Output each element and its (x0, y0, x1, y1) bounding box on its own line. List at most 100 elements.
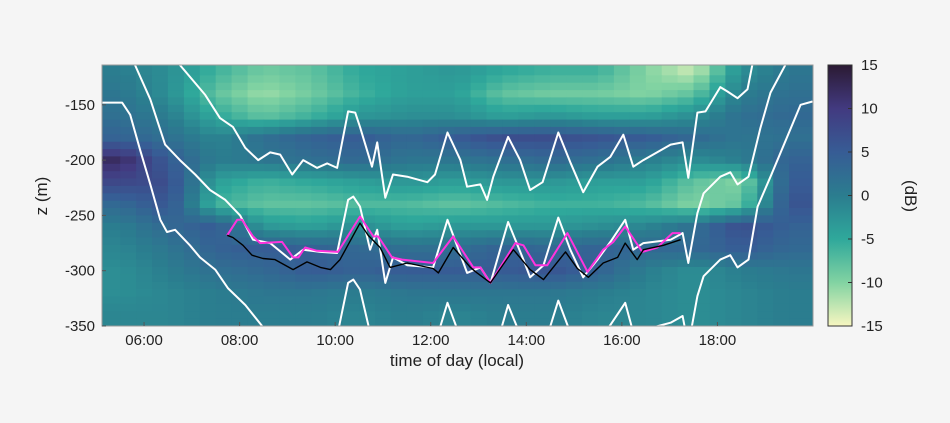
heatmap-cell (486, 296, 503, 305)
heatmap-cell (136, 134, 153, 143)
white-contour-line (179, 65, 754, 201)
heatmap-cell (72, 75, 89, 83)
heatmap-cell (661, 171, 679, 180)
heatmap-cell (518, 82, 535, 91)
heatmap-cell (422, 303, 440, 312)
heatmap-cell (582, 75, 599, 84)
heatmap-cell (741, 126, 758, 135)
heatmap-cell (120, 141, 137, 150)
heatmap-cell (454, 82, 472, 91)
heatmap-cell (343, 200, 360, 209)
heatmap-cell (152, 267, 169, 275)
heatmap-cell (805, 222, 813, 231)
heatmap-cell (502, 119, 519, 128)
heatmap-cell (120, 82, 137, 91)
heatmap-cell (72, 193, 89, 201)
heatmap-cell (263, 112, 280, 121)
heatmap-cell (502, 104, 519, 113)
heatmap-cell (167, 311, 185, 320)
heatmap-cell (693, 296, 710, 305)
heatmap-cell (279, 296, 296, 305)
heatmap-cell (773, 274, 790, 283)
heatmap-cell (104, 126, 121, 135)
heatmap-cell (102, 259, 105, 268)
heatmap-cell (725, 126, 742, 135)
heatmap-cell (757, 252, 774, 261)
heatmap-cell (741, 104, 758, 113)
heatmap-cell (661, 104, 679, 113)
heatmap-cell (661, 289, 679, 298)
heatmap-cell (789, 126, 806, 135)
heatmap-cell (231, 303, 249, 312)
heatmap-cell (247, 82, 265, 91)
heatmap-cell (518, 281, 535, 290)
heatmap-cell (486, 119, 503, 128)
black-line (226, 222, 681, 284)
heatmap-cell (518, 67, 535, 76)
heatmap-cell (693, 75, 710, 84)
heatmap-cell (136, 104, 153, 113)
heatmap-cell (102, 215, 105, 224)
heatmap-cell (183, 82, 201, 91)
heatmap-cell (152, 303, 169, 312)
heatmap-cell (327, 200, 344, 209)
heatmap-cell (789, 149, 806, 158)
heatmap-cell (279, 222, 296, 231)
heatmap-cell (406, 119, 424, 128)
heatmap-cell (359, 215, 376, 224)
heatmap-cell (486, 193, 503, 202)
heatmap-cell (677, 200, 695, 209)
heatmap-cell (152, 141, 169, 150)
heatmap-cell (311, 281, 328, 290)
heatmap-cell (518, 75, 535, 84)
heatmap-cell (613, 149, 631, 158)
heatmap-cell (438, 97, 456, 106)
heatmap-cell (693, 156, 710, 165)
heatmap-cell (104, 311, 121, 320)
heatmap-cell (136, 222, 153, 231)
heatmap-cell (741, 259, 758, 268)
heatmap-cell (311, 252, 328, 261)
heatmap-cell (327, 281, 344, 290)
heatmap-cell (629, 237, 647, 246)
heatmap-cell (327, 230, 344, 239)
heatmap-cell (598, 126, 615, 135)
heatmap-cell (454, 296, 472, 305)
heatmap-cell (215, 267, 233, 275)
heatmap-cell (422, 230, 440, 239)
heatmap-cell (454, 185, 472, 194)
heatmap-cell (375, 171, 392, 180)
heatmap-cell (375, 289, 392, 298)
heatmap-cell (406, 185, 424, 194)
heatmap-cell (773, 65, 790, 69)
heatmap-cell (582, 252, 599, 261)
heatmap-cell (199, 230, 217, 239)
heatmap-cell (470, 156, 488, 165)
heatmap-cell (263, 259, 280, 268)
heatmap-cell (199, 156, 217, 165)
heatmap-cell (136, 97, 153, 106)
heatmap-cell (454, 126, 472, 135)
heatmap-cell (486, 149, 503, 158)
heatmap-cell (741, 134, 758, 143)
heatmap-cell (661, 163, 679, 172)
heatmap-cell (311, 208, 328, 216)
heatmap-cell (263, 156, 280, 165)
heatmap-cell (566, 185, 583, 194)
heatmap-cell (311, 200, 328, 209)
heatmap-cell (709, 82, 726, 91)
colorbar-tick-label: -15 (861, 318, 883, 335)
heatmap-cell (677, 104, 695, 113)
heatmap-cell (613, 222, 631, 231)
heatmap-cell (582, 193, 599, 202)
heatmap-cell (677, 318, 695, 326)
heatmap-cell (454, 149, 472, 158)
heatmap-cell (375, 296, 392, 305)
heatmap-cell (263, 318, 280, 326)
heatmap-cell (534, 65, 551, 69)
heatmap-cell (534, 193, 551, 202)
heatmap-cell (741, 215, 758, 224)
heatmap-cell (231, 230, 249, 239)
heatmap-cell (104, 65, 121, 69)
heatmap-cell (183, 274, 201, 283)
